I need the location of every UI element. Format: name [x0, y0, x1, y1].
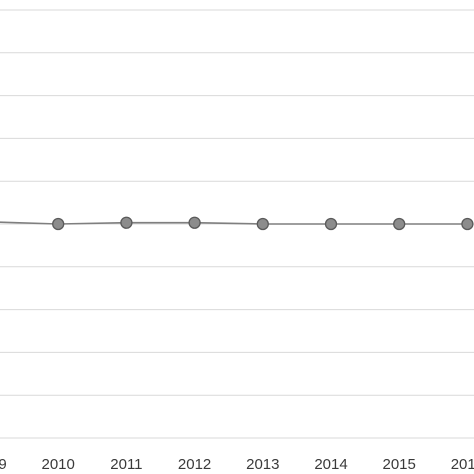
data-point-2016	[461, 217, 474, 231]
x-tick-label-2015: 2015	[383, 456, 416, 473]
data-point-2011	[120, 216, 133, 229]
data-point-2012	[188, 216, 201, 229]
data-markers	[52, 216, 474, 231]
data-point-2015	[393, 217, 406, 231]
series-line	[0, 221, 468, 225]
x-tick-label-2016: 2016	[451, 456, 474, 473]
x-tick-label-2014: 2014	[314, 456, 347, 473]
x-axis-tick-labels: 2009 2010 2011 2012 2013 2014 2015 2016	[0, 456, 474, 473]
data-point-2013	[256, 217, 269, 231]
data-point-2014	[324, 217, 338, 231]
x-tick-label-2012: 2012	[178, 456, 211, 473]
x-tick-label-2009: 2009	[0, 456, 7, 473]
x-tick-label-2011: 2011	[110, 456, 142, 473]
data-point-2010	[52, 217, 65, 231]
series-line-group	[0, 221, 468, 225]
x-tick-label-2013: 2013	[246, 456, 279, 473]
x-tick-label-2010: 2010	[42, 456, 75, 473]
